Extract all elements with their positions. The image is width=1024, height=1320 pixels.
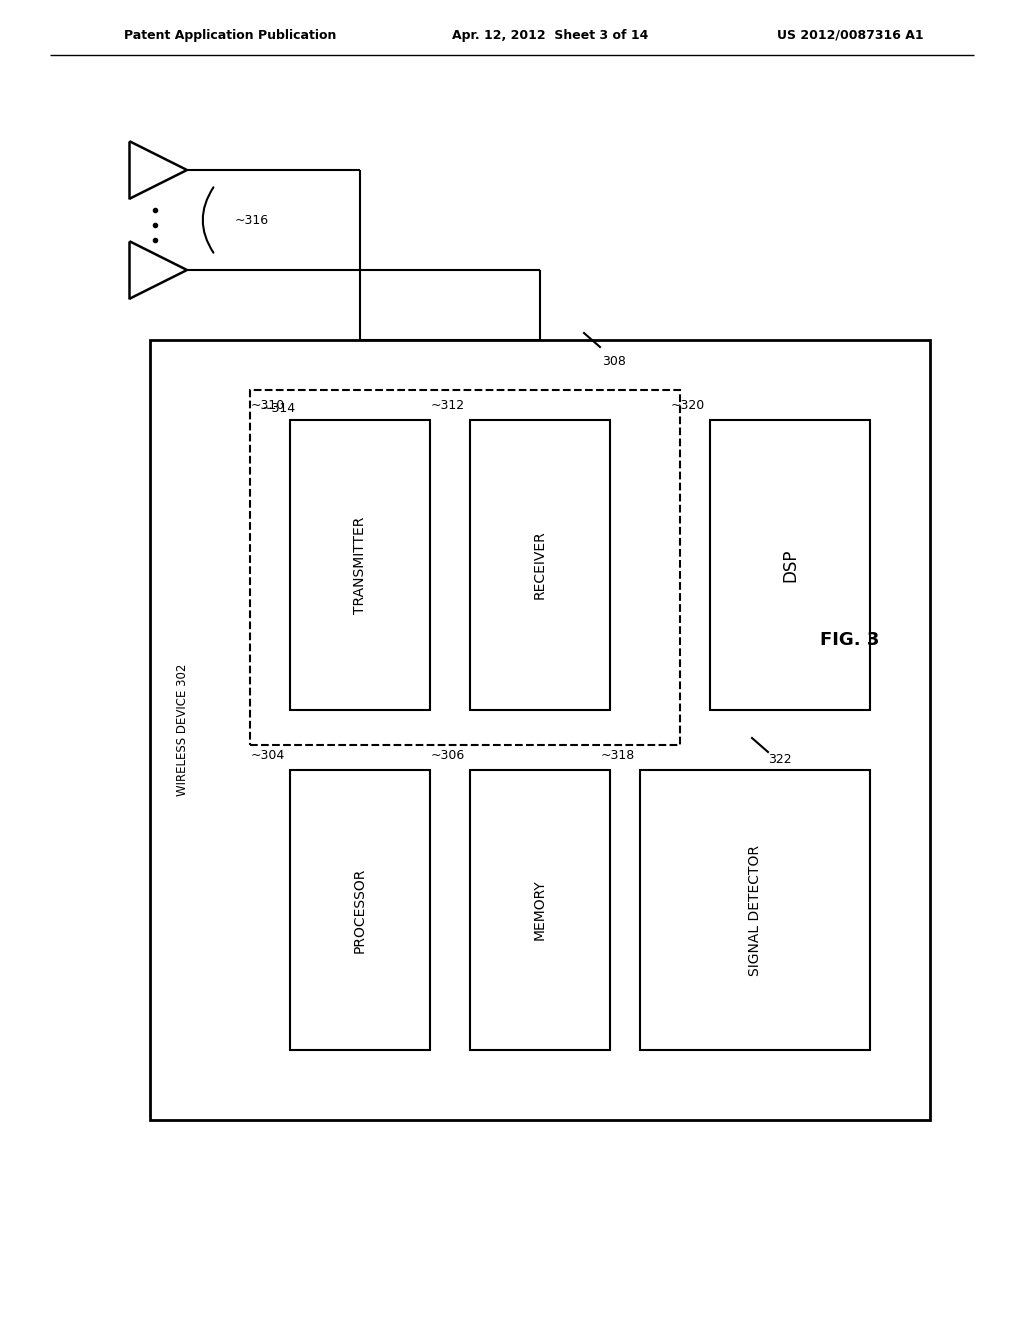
Text: ~312: ~312 (431, 399, 465, 412)
FancyBboxPatch shape (470, 770, 610, 1049)
Text: Patent Application Publication: Patent Application Publication (124, 29, 336, 41)
FancyBboxPatch shape (470, 420, 610, 710)
FancyBboxPatch shape (640, 770, 870, 1049)
Text: 308: 308 (602, 355, 626, 368)
Text: ~318: ~318 (601, 748, 635, 762)
FancyBboxPatch shape (250, 389, 680, 744)
Text: RECEIVER: RECEIVER (534, 531, 547, 599)
Text: 322: 322 (768, 752, 792, 766)
Text: ~316: ~316 (234, 214, 269, 227)
Text: FIG. 3: FIG. 3 (820, 631, 880, 649)
FancyBboxPatch shape (150, 341, 930, 1119)
Text: US 2012/0087316 A1: US 2012/0087316 A1 (776, 29, 924, 41)
FancyBboxPatch shape (290, 770, 430, 1049)
Text: WIRELESS DEVICE 302: WIRELESS DEVICE 302 (175, 664, 188, 796)
Text: SIGNAL DETECTOR: SIGNAL DETECTOR (748, 845, 762, 975)
Text: ~310: ~310 (251, 399, 285, 412)
Text: DSP: DSP (781, 548, 799, 582)
FancyBboxPatch shape (290, 420, 430, 710)
Text: ~306: ~306 (431, 748, 465, 762)
FancyBboxPatch shape (710, 420, 870, 710)
Text: PROCESSOR: PROCESSOR (353, 867, 367, 953)
Text: Apr. 12, 2012  Sheet 3 of 14: Apr. 12, 2012 Sheet 3 of 14 (452, 29, 648, 41)
Text: ~304: ~304 (251, 748, 285, 762)
Text: ~320: ~320 (671, 399, 705, 412)
Text: TRANSMITTER: TRANSMITTER (353, 516, 367, 614)
Text: ~314: ~314 (262, 403, 296, 414)
Text: MEMORY: MEMORY (534, 879, 547, 940)
